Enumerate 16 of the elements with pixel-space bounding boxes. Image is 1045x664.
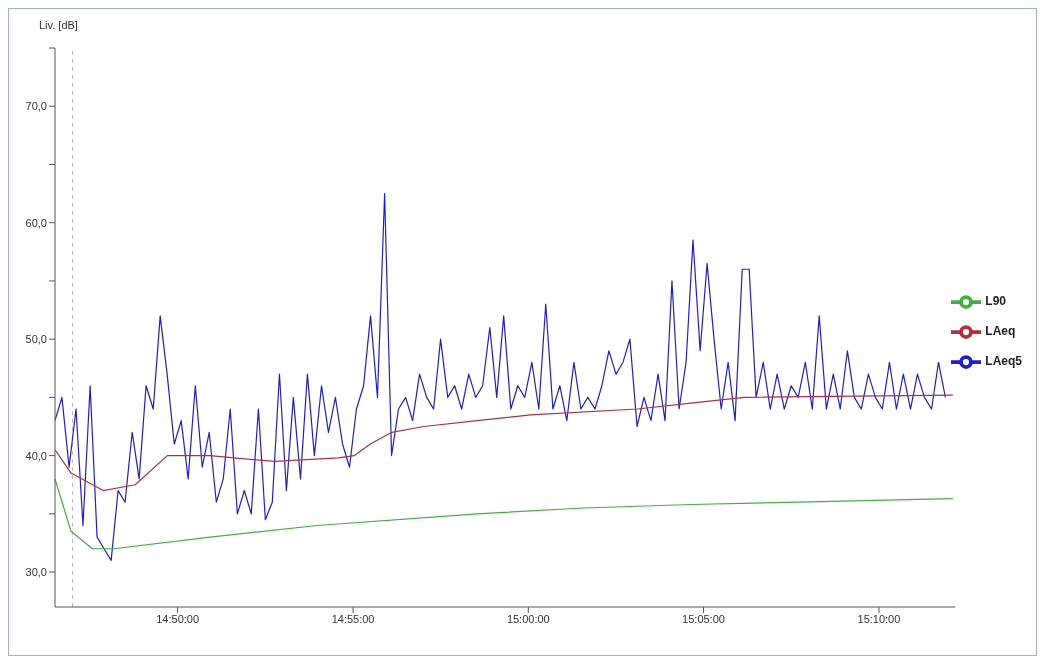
x-tick-label: 14:50:00 <box>156 612 200 625</box>
x-tick-label: 15:05:00 <box>682 612 725 625</box>
x-tick-label: 15:10:00 <box>857 612 901 625</box>
y-tick-label: 40,0 <box>25 449 47 462</box>
legend-label: L90 <box>985 294 1006 309</box>
y-axis-title: Liv. [dB] <box>39 19 78 31</box>
x-tick-label: 15:00:00 <box>506 612 550 625</box>
x-tick-label: 14:55:00 <box>331 612 375 625</box>
y-tick-label: 50,0 <box>25 333 47 346</box>
legend-label: LAeq5 <box>985 354 1022 369</box>
y-tick-label: 60,0 <box>25 216 47 229</box>
legend-label: LAeq <box>985 324 1016 339</box>
y-tick-label: 70,0 <box>25 100 47 113</box>
y-tick-label: 30,0 <box>25 565 47 578</box>
line-series <box>55 192 947 562</box>
line-series <box>55 394 954 492</box>
